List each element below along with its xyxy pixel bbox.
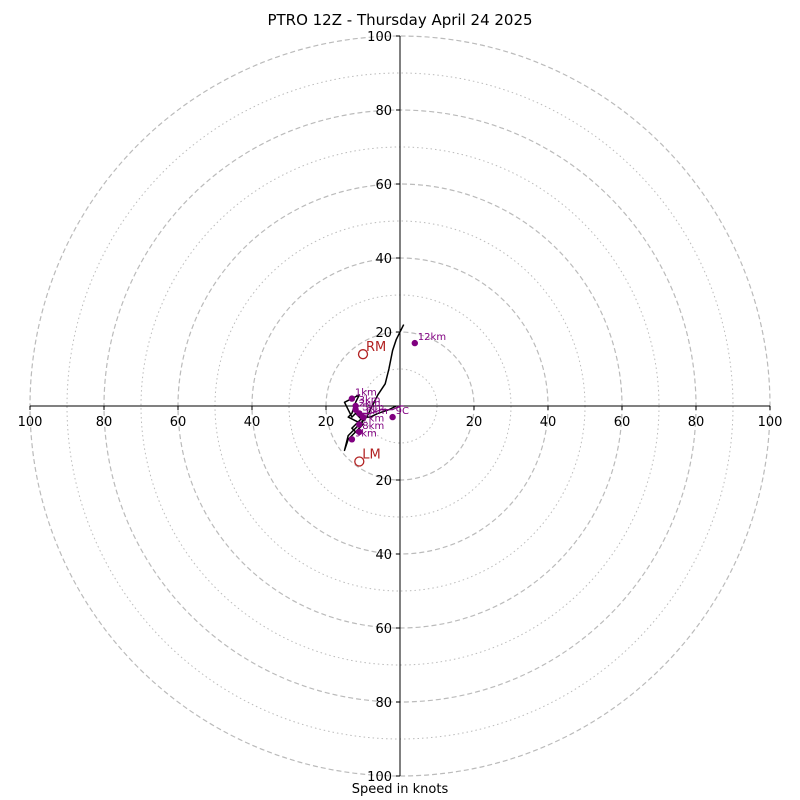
height-marker-label: 5km	[362, 402, 384, 413]
storm-motion-label: RM	[366, 340, 386, 355]
storm-motion: RM LM	[354, 340, 386, 467]
x-tick-label: 100	[18, 415, 43, 430]
x-tick-label: 20	[466, 415, 483, 430]
chart-title: PTRO 12Z - Thursday April 24 2025	[267, 11, 533, 29]
x-tick-label: 60	[614, 415, 631, 430]
storm-motion-label: LM	[362, 448, 380, 463]
height-marker-label: 9km	[355, 428, 377, 439]
y-tick-label: 100	[367, 770, 392, 785]
y-tick-label: 100	[367, 30, 392, 45]
height-marker-point	[356, 428, 363, 436]
storm-motion-marker	[357, 349, 369, 360]
y-tick-label: 80	[375, 104, 392, 119]
height-marker-label: 2km	[359, 399, 381, 410]
x-axis-label: Speed in knots	[351, 782, 449, 797]
x-tick-label: 60	[170, 415, 187, 430]
height-marker-point	[389, 413, 396, 421]
y-tick-label: 60	[375, 622, 392, 637]
height-marker-label: 6km	[366, 406, 388, 417]
x-tick-label: 80	[96, 415, 113, 430]
height-marker-label: 9C	[396, 406, 409, 417]
height-marker-label: 7km	[362, 414, 384, 425]
height-marker-label: 12km	[418, 332, 446, 343]
y-tick-label: 80	[375, 696, 392, 711]
y-tick-label: 20	[375, 326, 392, 341]
x-tick-label: 80	[688, 415, 705, 430]
y-tick-label: 60	[375, 178, 392, 193]
height-marker-label: 8km	[362, 421, 384, 432]
x-tick-label: 100	[758, 415, 783, 430]
x-tick-label: 40	[244, 415, 261, 430]
height-marker-point	[356, 421, 363, 428]
mean-wind-line	[359, 405, 404, 414]
storm-motion-marker	[354, 456, 365, 467]
height-marker-point	[348, 395, 356, 402]
height-marker-point	[348, 436, 356, 443]
x-tick-label: 40	[540, 415, 557, 430]
y-tick-label: 40	[375, 252, 392, 267]
height-marker-point	[359, 413, 367, 421]
y-tick-label: 20	[375, 474, 392, 489]
height-marker-label: 1km	[355, 388, 377, 399]
height-marker-point	[411, 339, 418, 347]
height-marker-label: 3km	[359, 395, 381, 406]
tick-labels: 100 80 60 40 20 20 40 60 80 100 100 80 60 40 20 20 40 60 8…	[18, 30, 783, 785]
x-tick-label: 20	[318, 415, 335, 430]
y-tick-label: 40	[375, 548, 392, 563]
